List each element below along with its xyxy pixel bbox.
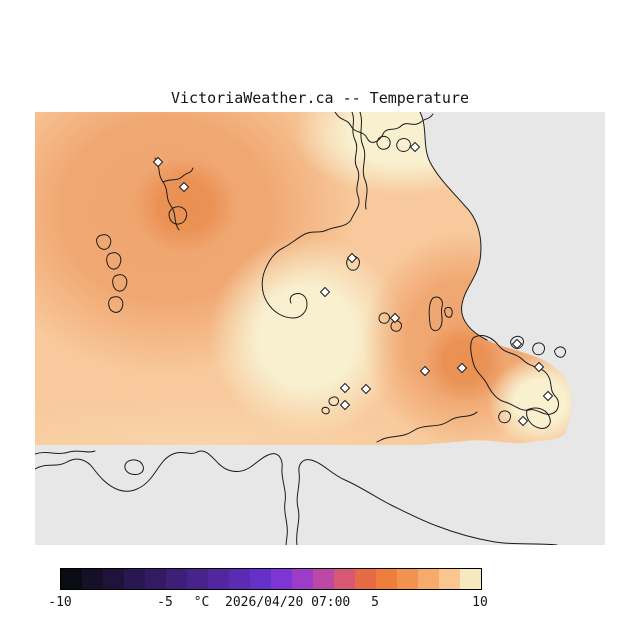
station-marker [517,415,529,427]
colorbar-segment [82,569,103,589]
colorbar-segment [439,569,460,589]
station-marker [319,286,331,298]
islet-north-a [376,135,391,150]
coastline-east-shore [419,111,488,341]
station-marker [178,181,190,193]
colorbar-segment [229,569,250,589]
colorbar-segment [376,569,397,589]
colorbar-segment [166,569,187,589]
station-marker [152,156,164,168]
colorbar-segment [250,569,271,589]
colorbar-segment [292,569,313,589]
station-marker [339,399,351,411]
colorbar [60,568,482,590]
colorbar-segment [418,569,439,589]
islet-north-b [396,138,411,152]
colorbar-tick-label: 10 [472,595,488,610]
colorbar-segment [271,569,292,589]
station-marker [542,390,554,402]
islet-center [346,255,360,271]
station-marker [360,383,372,395]
colorbar-segment [61,569,82,589]
station-marker [409,141,421,153]
cool-region-center [209,235,405,439]
inlet-branches-northwest [154,157,194,231]
island-chain-west [96,234,128,313]
temperature-map [34,111,605,546]
island-south-bay [124,459,144,475]
coastline-west-shore-hook [261,111,360,319]
colorbar-segment [124,569,145,589]
colorbar-segment [145,569,166,589]
colorbar-annotation: °C 2026/04/20 07:00 [193,595,351,610]
station-marker [456,362,468,374]
colorbar-segment [460,569,481,589]
colorbar-tick-label: -5 [157,595,173,610]
map-title: VictoriaWeather.ca -- Temperature [170,89,469,107]
colorbar-ticks: -10 -5 5 10 [48,595,488,613]
warm-core-northwest [133,157,237,253]
colorbar-segment [397,569,418,589]
coastline-north-archipelago [334,111,434,143]
lakes-east [428,296,453,332]
station-markers [152,141,554,427]
lake-northwest [168,206,188,225]
colorbar-segment [187,569,208,589]
coastlines [34,111,566,546]
station-marker [346,252,358,264]
island-southeast-large [470,335,559,415]
coastline-south-peninsula [34,450,558,546]
mild-band-south [35,392,465,445]
colorbar-segment [334,569,355,589]
coastline-south-west-bit [34,450,96,455]
colorbar-tick-label: 5 [371,595,379,610]
station-marker [511,338,523,350]
islets-center-east [378,312,402,332]
colorbar-segment [208,569,229,589]
station-marker [533,361,545,373]
coastline-narrow-inlet [359,111,368,210]
map-area [34,111,605,546]
station-marker [339,382,351,394]
colorbar-tick-label: -10 [48,595,72,610]
islets-harbour [321,396,339,415]
station-marker [389,312,401,324]
colorbar-segment [355,569,376,589]
colorbar-segment [103,569,124,589]
station-marker [419,365,431,377]
coastline-harbour [376,411,478,443]
colorbar-segment [313,569,334,589]
